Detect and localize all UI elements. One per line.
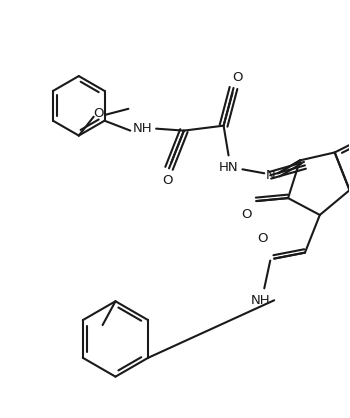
Text: O: O <box>241 209 252 222</box>
Text: NH: NH <box>132 122 152 135</box>
Text: O: O <box>93 107 104 120</box>
Text: HN: HN <box>219 161 238 174</box>
Text: O: O <box>257 232 267 245</box>
Text: N: N <box>265 169 275 182</box>
Text: NH: NH <box>251 294 270 307</box>
Text: O: O <box>232 71 243 84</box>
Text: O: O <box>162 174 172 187</box>
